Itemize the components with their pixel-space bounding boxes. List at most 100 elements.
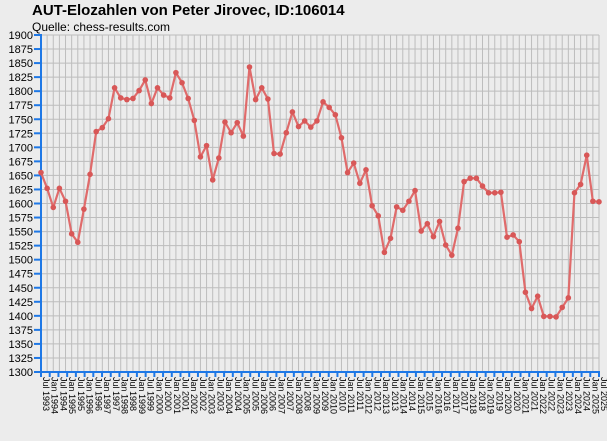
x-tick-label: Jan 2002 [189, 377, 199, 414]
x-tick-label: Jan 2020 [503, 377, 513, 414]
data-point [326, 104, 332, 111]
data-point [38, 169, 44, 176]
data-point [596, 199, 602, 205]
data-point [559, 304, 566, 311]
x-tick-label: Jul 2012 [372, 377, 382, 411]
data-point [522, 289, 529, 296]
x-tick-label: Jan 2015 [416, 377, 426, 414]
y-tick-label: 1425 [9, 297, 33, 309]
data-point [258, 84, 265, 91]
data-point [491, 190, 498, 196]
data-point [62, 198, 69, 205]
y-tick-label: 1350 [9, 339, 33, 351]
data-point [498, 189, 504, 196]
data-point [56, 185, 63, 192]
data-point [166, 95, 173, 101]
y-tick-label: 1375 [9, 325, 33, 337]
x-tick-label: Jul 2014 [407, 377, 417, 411]
data-point [228, 129, 234, 136]
data-point [332, 111, 339, 118]
data-point [130, 95, 136, 102]
y-tick-label: 1825 [9, 72, 33, 84]
data-point [252, 96, 259, 103]
x-tick-label: Jul 2007 [285, 377, 295, 411]
y-tick-label: 1725 [9, 128, 33, 140]
y-tick-labels: 1300 1325 1350 1375 1400 1425 1450 1475 1500 1525… [9, 30, 33, 379]
data-point [338, 134, 345, 141]
y-tick-label: 1625 [9, 184, 33, 196]
x-tick-label: Jul 2008 [303, 377, 313, 411]
data-point [369, 202, 375, 209]
y-tick-label: 1525 [9, 241, 33, 253]
data-point [246, 64, 253, 70]
data-point [136, 87, 142, 94]
x-tick-label: Jan 2022 [538, 377, 548, 414]
data-point [399, 207, 406, 214]
data-point [320, 99, 326, 105]
x-tick-label: Jul 2001 [181, 377, 191, 411]
x-tick-label: Jan 2019 [486, 377, 496, 414]
x-tick-label: Jul 2021 [529, 377, 539, 411]
x-tick-label: Jul 2011 [355, 377, 365, 410]
data-point [148, 100, 155, 107]
data-point [565, 295, 572, 301]
chart-title: AUT-Elozahlen von Peter Jirovec, ID:1060… [32, 2, 345, 19]
y-tick-label: 1600 [9, 199, 33, 211]
data-point [406, 198, 412, 205]
x-tick-label: Jan 1997 [102, 377, 112, 414]
x-tick-label: Jul 1997 [111, 377, 121, 411]
x-tick-label: Jul 1994 [58, 377, 68, 411]
data-point [449, 252, 455, 258]
data-point [124, 96, 130, 103]
x-tick-label: Jan 2007 [276, 377, 286, 414]
y-tick-label: 1750 [9, 114, 33, 126]
data-point [179, 79, 185, 86]
y-tick-label: 1400 [9, 311, 33, 323]
x-tick-label: Jul 2002 [198, 377, 208, 411]
data-point [142, 77, 149, 83]
y-tick-label: 1550 [9, 227, 33, 239]
y-tick-label: 1675 [9, 156, 33, 168]
data-point [87, 171, 93, 178]
x-tick-label: Jul 2005 [250, 377, 260, 411]
data-point [185, 95, 191, 102]
data-point [74, 239, 81, 246]
data-point [363, 167, 369, 173]
data-point [461, 178, 467, 185]
y-tick-label: 1900 [9, 30, 33, 42]
y-tick-label: 1450 [9, 283, 33, 295]
data-point [381, 249, 388, 256]
data-point [173, 69, 179, 76]
y-tick-label: 1475 [9, 269, 33, 281]
data-point [528, 305, 535, 312]
y-tick-label: 1500 [9, 255, 33, 267]
data-point [301, 118, 308, 124]
data-point [154, 84, 161, 91]
data-point [209, 177, 216, 183]
data-point [295, 123, 302, 130]
x-tick-label: Jul 2025 [599, 377, 607, 411]
chart-source: Quelle: chess-results.com [32, 20, 171, 34]
data-point [412, 187, 418, 194]
data-point [314, 118, 320, 124]
y-tick-label: 1325 [9, 353, 33, 365]
data-point [308, 124, 314, 130]
x-tick-label: Jul 2019 [494, 377, 504, 411]
data-point [117, 95, 124, 101]
data-point [553, 314, 559, 320]
data-point [547, 313, 553, 320]
data-point [44, 185, 50, 192]
x-tick-label: Jul 2015 [425, 377, 435, 411]
data-point [93, 128, 99, 135]
data-point [240, 133, 247, 139]
data-point [357, 180, 363, 187]
data-point [577, 181, 584, 188]
x-tick-label: Jan 2012 [364, 377, 374, 414]
x-tick-label: Jul 1993 [41, 377, 51, 411]
x-tick-label: Jan 1994 [50, 377, 60, 414]
data-point [68, 231, 75, 237]
y-tick-label: 1575 [9, 213, 33, 225]
data-point [375, 213, 382, 219]
